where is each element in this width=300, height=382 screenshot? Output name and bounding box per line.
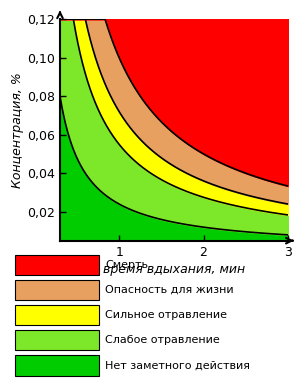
Bar — [15, 255, 99, 275]
Bar — [15, 280, 99, 300]
Y-axis label: Концентрация, %: Концентрация, % — [11, 72, 24, 188]
Text: Опасность для жизни: Опасность для жизни — [105, 285, 233, 295]
X-axis label: время вдыхания, мин: время вдыхания, мин — [103, 263, 245, 276]
Bar — [15, 356, 99, 376]
Bar — [15, 305, 99, 325]
Text: Слабое отравление: Слабое отравление — [105, 335, 220, 345]
Text: Нет заметного действия: Нет заметного действия — [105, 361, 250, 371]
Bar — [15, 330, 99, 350]
Text: Смерть: Смерть — [105, 260, 148, 270]
Text: Сильное отравление: Сильное отравление — [105, 310, 227, 320]
